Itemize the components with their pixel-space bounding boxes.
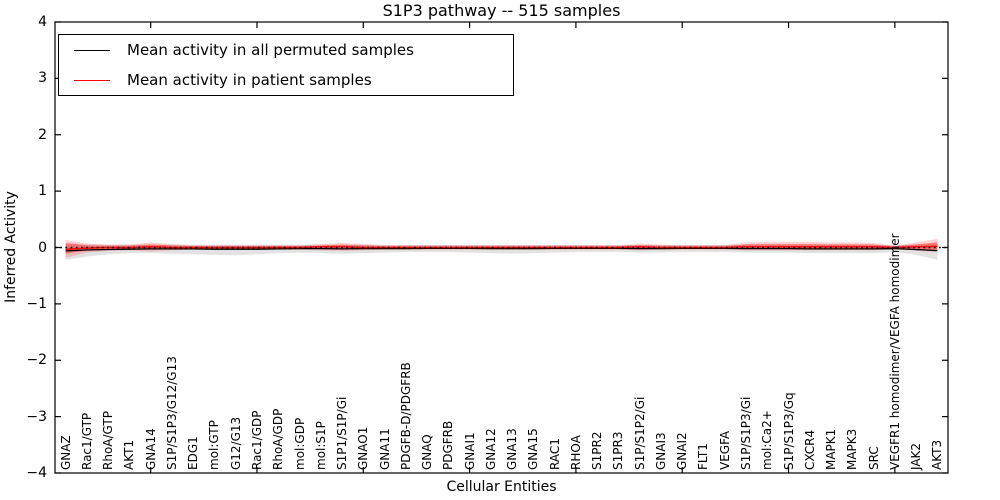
- legend-entry: Mean activity in all permuted samples: [74, 38, 513, 62]
- x-category-label: S1P/S1P3/G12/G13: [164, 356, 179, 470]
- x-category-label: EDG1: [186, 436, 201, 470]
- x-category-label: MAPK3: [845, 428, 860, 470]
- y-tick-label: 4: [38, 14, 47, 30]
- x-category-label: AKT1: [122, 439, 137, 470]
- x-category-label: GNAI3: [653, 432, 668, 470]
- y-tick-label: 3: [38, 70, 47, 87]
- x-category-label: GNAZ: [58, 435, 73, 470]
- x-category-label: mol:GTP: [207, 420, 222, 470]
- x-category-label: GNAI1: [462, 432, 477, 470]
- x-category-label: PDGFRB: [441, 420, 456, 470]
- x-category-label: S1P/S1P2/Gi: [632, 396, 647, 470]
- x-category-label: GNA12: [483, 428, 498, 470]
- x-category-label: G12/G13: [228, 416, 243, 470]
- x-category-label: mol:S1P: [313, 421, 328, 470]
- x-category-label: RhoA/GTP: [101, 411, 116, 470]
- line-mean-activity-in-patient-samples: [65, 245, 938, 250]
- x-axis-label: Cellular Entities: [446, 479, 557, 495]
- x-category-label: GNAI2: [675, 432, 690, 470]
- y-tick-label: −3: [26, 408, 47, 425]
- x-category-label: GNA11: [377, 428, 392, 470]
- x-category-label: GNAQ: [420, 434, 435, 470]
- x-category-label: mol:GDP: [292, 417, 307, 470]
- x-category-label: RhoA/GDP: [271, 408, 286, 470]
- legend-label: Mean activity in all permuted samples: [127, 41, 414, 59]
- y-tick-label: 2: [38, 126, 47, 143]
- x-category-label: JAK2: [909, 442, 924, 470]
- x-category-label: VEGFR1 homodimer/VEGFA homodimer: [887, 233, 902, 470]
- legend-line-sample-black: [74, 49, 110, 51]
- chart-title: S1P3 pathway -- 515 samples: [382, 1, 621, 20]
- x-category-label: VEGFA: [717, 430, 732, 470]
- x-category-label: S1P/S1P3/Gi: [739, 396, 753, 470]
- line-mean-activity-in-all-permuted-samples: [65, 247, 938, 252]
- x-category-label: mol:Ca2+: [760, 410, 775, 470]
- x-category-label: Rac1/GDP: [249, 410, 264, 470]
- x-category-label: MAPK1: [824, 428, 839, 470]
- y-tick-label: 0: [38, 239, 47, 256]
- legend-entry: Mean activity in patient samples: [74, 68, 513, 92]
- x-category-label: SRC: [866, 446, 881, 470]
- x-category-label: GNA13: [505, 428, 520, 470]
- x-category-label: S1P1/S1P/Gi: [335, 396, 350, 470]
- x-category-label: S1PR3: [611, 431, 626, 470]
- legend-line-sample-red: [74, 79, 110, 81]
- legend: Mean activity in all permuted samples Me…: [58, 34, 514, 96]
- x-category-label: S1PR2: [590, 431, 605, 470]
- y-tick-label: −2: [26, 352, 47, 369]
- x-category-label: RHOA: [568, 435, 583, 470]
- y-tick-label: 1: [38, 183, 47, 200]
- x-category-label: GNA15: [526, 428, 541, 470]
- x-category-label: Rac1/GTP: [79, 412, 94, 470]
- x-category-label: AKT3: [930, 439, 945, 470]
- y-tick-label: −1: [26, 295, 47, 312]
- x-category-label: FLT1: [696, 443, 711, 470]
- x-category-label: RAC1: [547, 438, 562, 470]
- y-axis-label: Inferred Activity: [3, 191, 19, 303]
- x-category-label: S1P/S1P3/Gq: [781, 392, 796, 470]
- x-category-label: GNA14: [143, 428, 158, 470]
- x-category-label: GNAO1: [356, 426, 371, 470]
- y-tick-label: −4: [26, 465, 47, 481]
- x-category-label: CXCR4: [802, 429, 817, 470]
- legend-label: Mean activity in patient samples: [127, 71, 372, 89]
- x-category-label: PDGFB-D/PDGFRB: [398, 362, 413, 470]
